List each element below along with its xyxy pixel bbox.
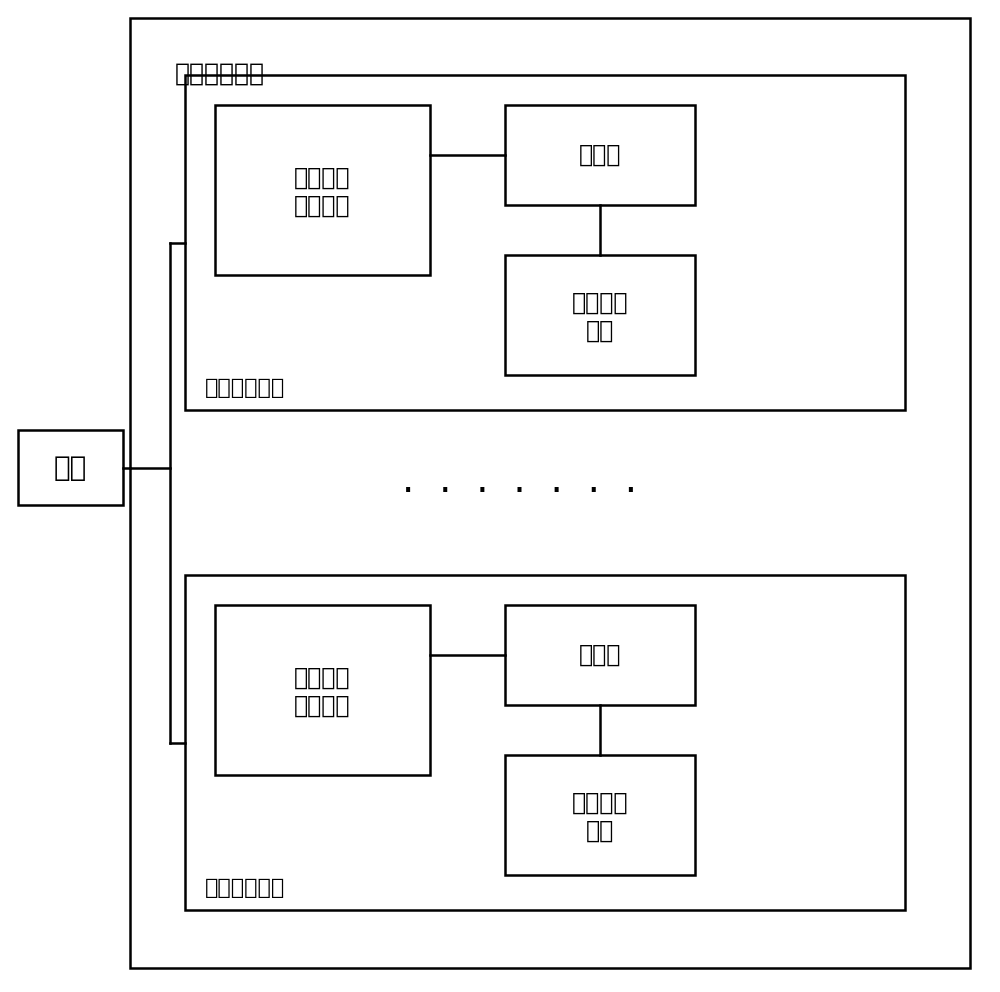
- Text: 直流偏置
电路: 直流偏置 电路: [572, 791, 628, 843]
- Text: 开口方环
辐射结构: 开口方环 辐射结构: [294, 666, 350, 718]
- Text: 馈源: 馈源: [53, 454, 87, 482]
- Text: ·  ·  ·  ·  ·  ·  ·: · · · · · · ·: [402, 473, 638, 511]
- Bar: [505, 755, 695, 875]
- Text: 数字辐射单元: 数字辐射单元: [205, 378, 285, 398]
- Text: 电开关: 电开关: [579, 643, 621, 667]
- Bar: [130, 18, 970, 968]
- Bar: [505, 105, 695, 205]
- Bar: [185, 75, 905, 410]
- Bar: [185, 575, 905, 910]
- Text: 直流偏置
电路: 直流偏置 电路: [572, 291, 628, 343]
- Bar: [505, 605, 695, 705]
- Bar: [215, 605, 430, 775]
- Text: 阵列天线组件: 阵列天线组件: [175, 62, 265, 86]
- Text: 电开关: 电开关: [579, 143, 621, 167]
- Text: 数字辐射单元: 数字辐射单元: [205, 878, 285, 898]
- Bar: [215, 105, 430, 275]
- Bar: [18, 430, 123, 505]
- Text: 开口方环
辐射结构: 开口方环 辐射结构: [294, 166, 350, 218]
- Bar: [505, 255, 695, 375]
